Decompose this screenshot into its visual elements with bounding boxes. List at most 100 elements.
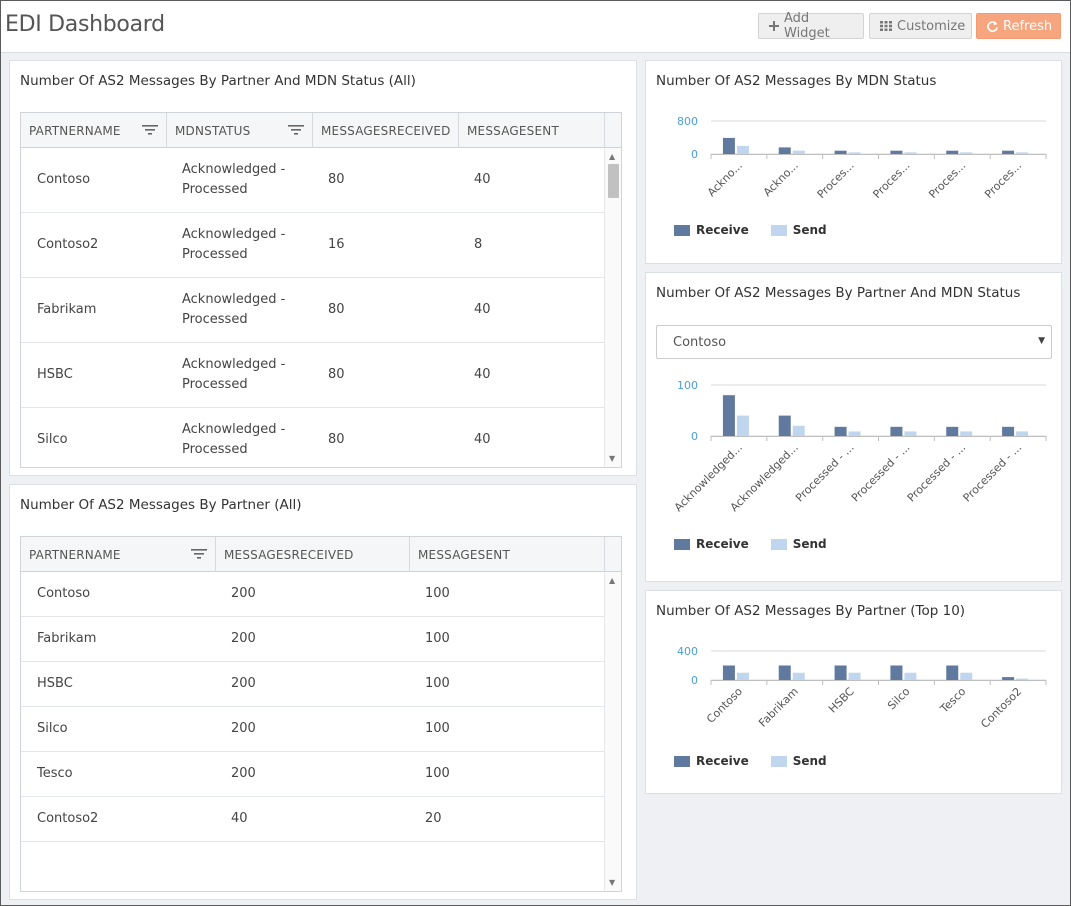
table-row[interactable]: HSBC 200 100 — [21, 662, 604, 707]
column-label: PARTNERNAME — [29, 547, 121, 562]
legend-item-send[interactable]: Send — [770, 223, 827, 237]
table-row[interactable]: HSBC Acknowledged - Processed 80 40 — [21, 343, 604, 408]
scroll-down-arrow-icon[interactable]: ▼ — [609, 454, 616, 463]
vertical-scrollbar[interactable]: ▲ ▼ — [604, 572, 621, 891]
bar-send — [792, 425, 805, 436]
cell-received: 200 — [231, 586, 256, 601]
bar-receive — [722, 137, 735, 154]
bar-send — [1016, 431, 1029, 436]
scroll-up-arrow-icon[interactable]: ▲ — [609, 152, 616, 161]
column-label: MESSAGESENT — [467, 123, 559, 138]
cell-sent: 40 — [474, 367, 491, 382]
cell-sent: 100 — [425, 676, 450, 691]
bar-receive — [890, 150, 903, 154]
legend-swatch — [674, 538, 690, 550]
table-row[interactable]: Contoso2 40 20 — [21, 797, 604, 842]
bar-receive — [778, 415, 791, 436]
partner-mdn-status-panel: Number Of AS2 Messages By Partner And MD… — [9, 60, 637, 476]
x-tick-label: Contoso2 — [978, 685, 1024, 731]
x-tick-label: Tesco — [937, 685, 968, 716]
x-tick-label: Ackno... — [761, 159, 801, 199]
y-tick-label: 0 — [691, 430, 698, 443]
table-row[interactable]: Tesco 200 100 — [21, 752, 604, 797]
column-header-messagesent[interactable]: MESSAGESENT — [410, 537, 605, 572]
customize-button[interactable]: Customize — [869, 13, 972, 39]
legend-label: Receive — [696, 537, 749, 551]
legend-swatch — [674, 224, 690, 236]
legend-item-receive[interactable]: Receive — [674, 754, 749, 768]
x-tick-label: Processed - ... — [961, 441, 1025, 505]
status-line: Acknowledged - — [182, 162, 286, 177]
legend-item-send[interactable]: Send — [770, 754, 827, 768]
table-row[interactable]: Silco 200 100 — [21, 707, 604, 752]
filter-icon[interactable] — [191, 548, 207, 563]
column-header-messagesreceived[interactable]: MESSAGESRECEIVED — [313, 113, 459, 148]
chart-legend: Receive Send — [674, 537, 849, 551]
grid-header: PARTNERNAME MDNSTATUS MESSAGESRECEIVED M… — [21, 113, 621, 148]
cell-sent: 40 — [474, 172, 491, 187]
cell-received: 40 — [231, 811, 248, 826]
x-tick-label: Fabrikam — [756, 685, 801, 730]
cell-mdnstatus: Acknowledged - Processed — [182, 408, 285, 467]
column-header-mdnstatus[interactable]: MDNSTATUS — [167, 113, 313, 148]
cell-sent: 40 — [474, 432, 491, 447]
table-row[interactable]: Contoso Acknowledged - Processed 80 40 — [21, 148, 604, 213]
refresh-label: Refresh — [1003, 18, 1053, 34]
x-tick-label: Proces... — [815, 159, 857, 201]
cell-partnername: HSBC — [37, 676, 73, 691]
scroll-down-arrow-icon[interactable]: ▼ — [609, 878, 616, 887]
cell-partnername: Contoso2 — [37, 237, 99, 252]
column-label: MESSAGESRECEIVED — [321, 123, 451, 138]
bar-send — [960, 672, 973, 680]
x-tick-label: Processed - ... — [793, 441, 857, 505]
cell-partnername: Silco — [37, 721, 68, 736]
legend-item-receive[interactable]: Receive — [674, 223, 749, 237]
bar-send — [904, 672, 917, 680]
add-widget-label: Add Widget — [784, 11, 830, 41]
cell-sent: 100 — [425, 766, 450, 781]
cell-received: 80 — [328, 367, 345, 382]
bar-send — [792, 150, 805, 154]
column-label: MESSAGESRECEIVED — [224, 547, 354, 562]
filter-icon[interactable] — [142, 124, 158, 139]
legend-item-send[interactable]: Send — [770, 537, 827, 551]
x-tick-label: Contoso — [704, 685, 745, 726]
table-row[interactable]: Fabrikam Acknowledged - Processed 80 40 — [21, 278, 604, 343]
x-tick-label: Proces... — [982, 159, 1024, 201]
scroll-thumb[interactable] — [608, 164, 619, 198]
column-header-partnername[interactable]: PARTNERNAME — [21, 113, 167, 148]
partner-messages-grid: PARTNERNAME MESSAGESRECEIVED MESSAGESENT… — [20, 536, 622, 892]
partner-messages-panel: Number Of AS2 Messages By Partner (All) … — [9, 484, 637, 900]
bar-send — [848, 152, 861, 154]
refresh-button[interactable]: Refresh — [976, 13, 1061, 39]
legend-item-receive[interactable]: Receive — [674, 537, 749, 551]
bar-receive — [778, 147, 791, 154]
cell-received: 16 — [328, 237, 345, 252]
panel-title: Number Of AS2 Messages By Partner (All) — [20, 497, 302, 513]
filter-icon[interactable] — [288, 124, 304, 139]
column-header-messagesreceived[interactable]: MESSAGESRECEIVED — [216, 537, 410, 572]
header-bar: EDI Dashboard Add Widget Customize Refre… — [1, 1, 1070, 53]
grid-body: Contoso Acknowledged - Processed 80 40 C… — [21, 148, 604, 467]
chart-legend: Receive Send — [674, 754, 849, 768]
add-widget-button[interactable]: Add Widget — [758, 11, 864, 41]
column-header-messagesent[interactable]: MESSAGESENT — [459, 113, 605, 148]
partner-select[interactable]: Contoso ▼ — [656, 325, 1052, 359]
table-row[interactable]: Fabrikam 200 100 — [21, 617, 604, 662]
cell-sent: 100 — [425, 631, 450, 646]
panel-title: Number Of AS2 Messages By Partner And MD… — [20, 73, 416, 89]
legend-swatch — [770, 755, 787, 767]
table-row[interactable]: Contoso2 Acknowledged - Processed 16 8 — [21, 213, 604, 278]
cell-partnername: Silco — [37, 432, 68, 447]
bar-receive — [1002, 677, 1015, 680]
scroll-up-arrow-icon[interactable]: ▲ — [609, 576, 616, 585]
cell-sent: 20 — [425, 811, 442, 826]
table-row[interactable]: Contoso 200 100 — [21, 572, 604, 617]
table-row[interactable]: Silco Acknowledged - Processed 80 40 — [21, 408, 604, 467]
bar-receive — [946, 426, 959, 436]
column-header-partnername[interactable]: PARTNERNAME — [21, 537, 216, 572]
bar-send — [1016, 152, 1029, 154]
vertical-scrollbar[interactable]: ▲ ▼ — [604, 148, 621, 467]
bar-send — [848, 431, 861, 436]
status-line: Processed — [182, 442, 248, 457]
